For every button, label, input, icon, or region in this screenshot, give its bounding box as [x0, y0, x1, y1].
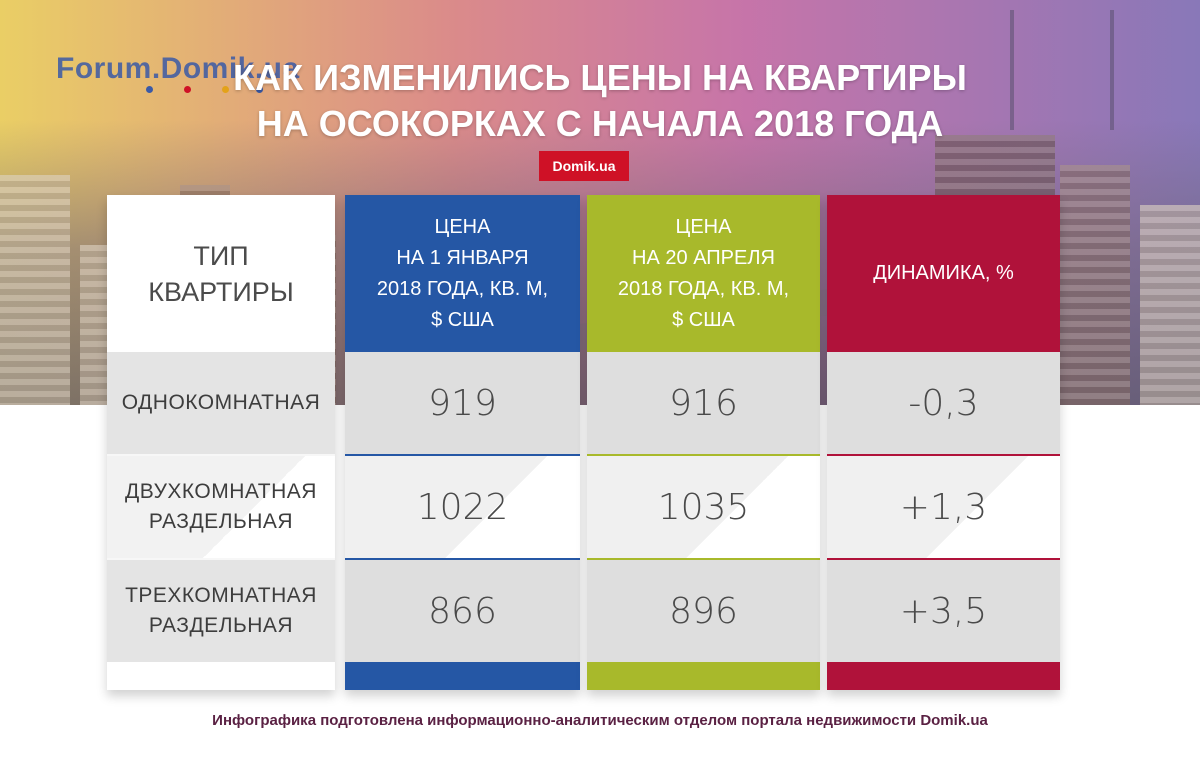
column-header-line: ТИП [193, 240, 249, 271]
row-label-line: ТРЕХКОМНАТНАЯ [125, 584, 317, 607]
column-header-line: $ США [431, 308, 494, 331]
column-header-line: ДИНАМИКА, % [873, 262, 1014, 284]
crane [1110, 10, 1114, 130]
value-cell: 916 [587, 352, 820, 454]
column-bottom-band [827, 662, 1060, 690]
cell-value-apr: 1035 [657, 486, 750, 528]
column-bottom-band [587, 662, 820, 690]
value-cell: 866 [345, 560, 580, 662]
column-header-line: ЦЕНА [675, 215, 732, 238]
cell-value-dyn: +1,3 [899, 486, 988, 528]
value-cell: 1022 [345, 456, 580, 558]
footer-credit: Инфографика подготовлена информационно-а… [212, 712, 988, 729]
forum-watermark-logo: Forum.Domik.ua [56, 52, 300, 85]
row-separator [345, 558, 580, 560]
column-header-line: НА 20 АПРЕЛЯ [632, 246, 775, 269]
value-cell: 1035 [587, 456, 820, 558]
cell-value-dyn: +3,5 [899, 590, 988, 632]
cell-value-jan: 1022 [416, 486, 509, 528]
row-label-cell: ДВУХКОМНАТНАЯ РАЗДЕЛЬНАЯ [107, 456, 335, 558]
value-cell: +1,3 [827, 456, 1060, 558]
domik-badge: Domik.ua [539, 151, 629, 181]
column-header-line: $ США [672, 308, 735, 331]
column-header-line: 2018 ГОДА, КВ. М, [617, 277, 790, 300]
row-separator [587, 454, 820, 456]
cell-value-dyn: -0,3 [908, 382, 979, 424]
cell-value-jan: 866 [428, 590, 497, 632]
row-separator [345, 454, 580, 456]
building [1060, 165, 1130, 405]
value-cell: 919 [345, 352, 580, 454]
cell-value-jan: 919 [428, 382, 497, 424]
value-cell: +3,5 [827, 560, 1060, 662]
cell-value-apr: 896 [669, 590, 738, 632]
logo-dots-icon [146, 86, 266, 96]
crane [1010, 10, 1014, 130]
row-label-cell: ТРЕХКОМНАТНАЯ РАЗДЕЛЬНАЯ [107, 560, 335, 662]
column-header-jan: ЦЕНА НА 1 ЯНВАРЯ 2018 ГОДА, КВ. М, $ США [345, 195, 580, 352]
column-bottom-band [107, 662, 335, 690]
building [1140, 205, 1200, 405]
row-label-line: РАЗДЕЛЬНАЯ [148, 614, 294, 637]
row-label-cell: ОДНОКОМНАТНАЯ [107, 352, 335, 454]
column-header-line: НА 1 ЯНВАРЯ [396, 246, 529, 269]
title-line-2: НА ОСОКОРКАХ С НАЧАЛА 2018 ГОДА [256, 103, 944, 144]
column-header-line: КВАРТИРЫ [148, 276, 294, 307]
column-header-line: 2018 ГОДА, КВ. М, [376, 277, 549, 300]
row-label-line: РАЗДЕЛЬНАЯ [148, 510, 294, 533]
row-separator [827, 558, 1060, 560]
column-header-type: ТИП КВАРТИРЫ [107, 195, 335, 352]
column-header-apr: ЦЕНА НА 20 АПРЕЛЯ 2018 ГОДА, КВ. М, $ США [587, 195, 820, 352]
cell-value-apr: 916 [669, 382, 738, 424]
column-header-line: ЦЕНА [434, 215, 491, 238]
value-cell: 896 [587, 560, 820, 662]
row-label-line: ОДНОКОМНАТНАЯ [121, 391, 321, 414]
row-label-line: ДВУХКОМНАТНАЯ [125, 480, 317, 503]
title-line-1: КАК ИЗМЕНИЛИСЬ ЦЕНЫ НА КВАРТИРЫ [233, 57, 967, 98]
page-title: КАК ИЗМЕНИЛИСЬ ЦЕНЫ НА КВАРТИРЫ НА ОСОКО… [170, 55, 1030, 147]
value-cell: -0,3 [827, 352, 1060, 454]
column-header-dyn: ДИНАМИКА, % [827, 195, 1060, 352]
building [0, 175, 70, 405]
row-separator [827, 454, 1060, 456]
column-bottom-band [345, 662, 580, 690]
row-separator [587, 558, 820, 560]
